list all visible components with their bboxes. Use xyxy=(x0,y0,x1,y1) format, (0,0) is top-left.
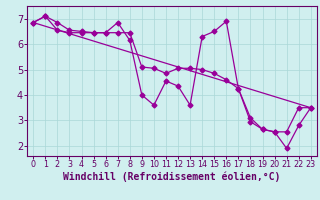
X-axis label: Windchill (Refroidissement éolien,°C): Windchill (Refroidissement éolien,°C) xyxy=(63,172,281,182)
